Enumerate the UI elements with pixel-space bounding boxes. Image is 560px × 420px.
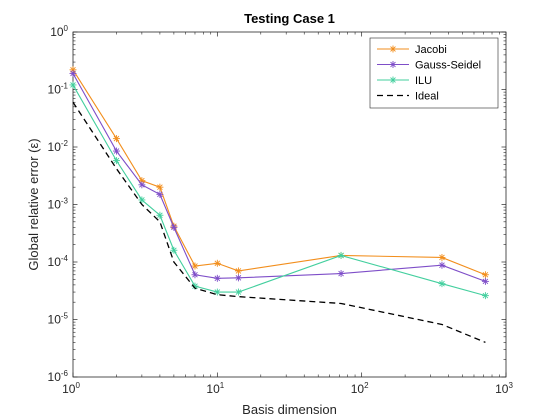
y-tick-label: 100	[50, 24, 68, 39]
data-point-ilu	[438, 280, 446, 288]
y-tick-exponent: -3	[61, 197, 69, 206]
data-point-ilu	[156, 211, 164, 219]
y-tick-base: 10	[50, 25, 64, 39]
series-ideal	[72, 101, 486, 343]
legend-item-ideal: Ideal	[377, 91, 439, 103]
y-tick-base: 10	[48, 198, 62, 212]
data-point-gauss-seidel	[170, 223, 178, 231]
legend-item-ilu: ILU	[377, 75, 432, 87]
y-tick-exponent: -5	[61, 312, 69, 321]
x-tick-base: 10	[495, 382, 509, 396]
y-tick-label: 10-4	[48, 254, 69, 269]
legend-label: Ideal	[415, 91, 439, 103]
data-point-jacobi	[112, 135, 120, 143]
y-tick-base: 10	[48, 140, 62, 154]
x-tick-label: 102	[351, 381, 369, 396]
data-point-jacobi	[191, 262, 199, 270]
data-point-gauss-seidel	[481, 277, 489, 285]
y-tick-base: 10	[48, 83, 62, 97]
x-tick-label: 103	[495, 381, 513, 396]
x-tick-exponent: 0	[75, 381, 80, 390]
legend-marker	[389, 45, 397, 53]
data-point-gauss-seidel	[112, 147, 120, 155]
data-point-ilu	[170, 246, 178, 254]
y-tick-exponent: -4	[61, 254, 69, 263]
y-tick-label: 10-6	[48, 369, 69, 384]
data-point-gauss-seidel	[438, 261, 446, 269]
data-point-ilu	[481, 292, 489, 300]
data-point-gauss-seidel	[337, 270, 345, 278]
y-tick-base: 10	[48, 370, 62, 384]
legend-label: Gauss-Seidel	[415, 60, 481, 72]
y-tick-exponent: -6	[61, 369, 69, 378]
series-ilu	[69, 81, 489, 300]
y-tick-label: 10-5	[48, 312, 69, 327]
legend: Jacobi Gauss-Seidel ILU Ideal	[369, 37, 499, 109]
data-point-jacobi	[481, 271, 489, 279]
data-point-jacobi	[156, 183, 164, 191]
y-axis-label: Global relative error (ε)	[26, 138, 41, 270]
x-tick-exponent: 1	[220, 381, 225, 390]
x-tick-label: 100	[62, 381, 80, 396]
x-axis-ticks: 100 101 102 103	[62, 32, 513, 396]
chart-title: Testing Case 1	[244, 11, 335, 26]
legend-item-gauss-seidel: Gauss-Seidel	[377, 60, 481, 72]
legend-items: Jacobi Gauss-Seidel ILU Ideal	[377, 44, 481, 103]
data-point-ilu	[138, 196, 146, 204]
x-tick-exponent: 2	[364, 381, 369, 390]
legend-marker	[389, 76, 397, 84]
x-tick-base: 10	[206, 382, 220, 396]
series-line-ideal	[72, 101, 486, 343]
x-tick-exponent: 3	[508, 381, 513, 390]
data-point-gauss-seidel	[69, 69, 77, 77]
y-tick-exponent: -2	[61, 139, 69, 148]
legend-item-jacobi: Jacobi	[377, 44, 447, 56]
y-tick-label: 10-1	[48, 82, 69, 97]
y-tick-label: 10-2	[48, 139, 69, 154]
legend-label: ILU	[415, 75, 432, 87]
x-tick-base: 10	[62, 382, 76, 396]
data-point-ilu	[337, 251, 345, 259]
y-tick-exponent: 0	[64, 24, 69, 33]
y-tick-label: 10-3	[48, 197, 69, 212]
data-point-ilu	[112, 157, 120, 165]
y-tick-base: 10	[48, 313, 62, 327]
data-point-gauss-seidel	[191, 271, 199, 279]
data-point-ilu	[234, 288, 242, 296]
x-axis-label: Basis dimension	[242, 402, 337, 417]
series-layer	[69, 66, 489, 343]
series-gauss-seidel	[69, 69, 489, 285]
x-tick-label: 101	[206, 381, 224, 396]
data-point-gauss-seidel	[213, 274, 221, 282]
y-tick-base: 10	[48, 255, 62, 269]
x-tick-base: 10	[351, 382, 365, 396]
legend-box	[369, 37, 499, 109]
data-point-gauss-seidel	[234, 274, 242, 282]
data-point-jacobi	[234, 267, 242, 275]
data-point-gauss-seidel	[138, 181, 146, 189]
data-point-ilu	[69, 81, 77, 89]
data-point-jacobi	[438, 253, 446, 261]
data-point-gauss-seidel	[156, 190, 164, 198]
legend-marker	[389, 61, 397, 68]
data-point-jacobi	[213, 259, 221, 267]
legend-label: Jacobi	[415, 44, 447, 56]
y-tick-exponent: -1	[61, 82, 69, 91]
